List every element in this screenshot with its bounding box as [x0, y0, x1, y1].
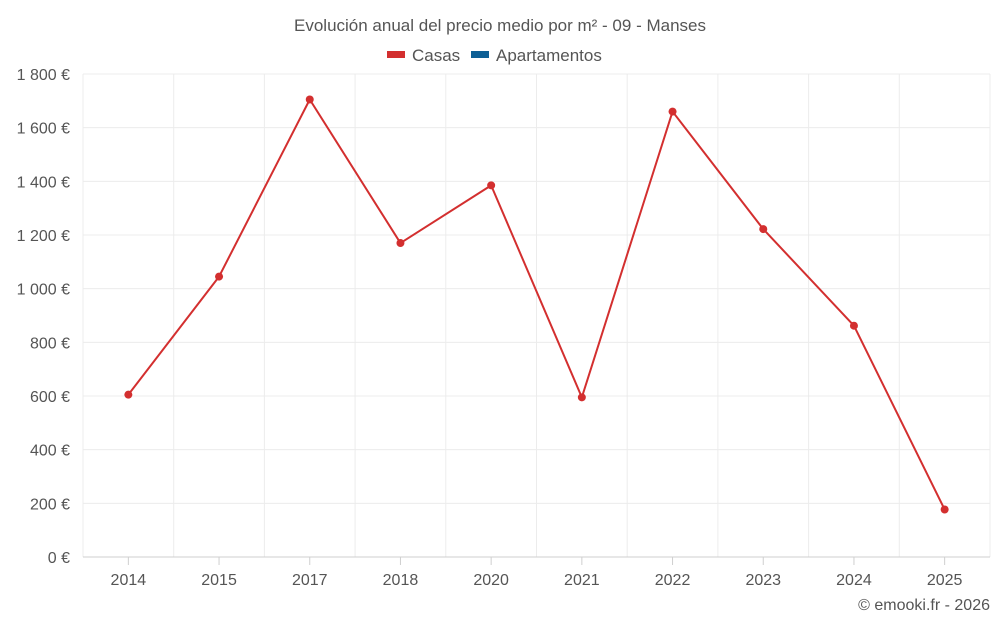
y-tick-label: 200 €: [30, 496, 70, 513]
x-tick-label: 2023: [745, 572, 781, 589]
series-line-casas: [127, 98, 946, 510]
legend-label-apartamentos: Apartamentos: [496, 46, 602, 65]
data-point-casas: [396, 239, 405, 248]
data-point-casas: [668, 107, 677, 116]
legend-label-casas: Casas: [412, 46, 460, 65]
x-tick-label: 2018: [383, 572, 419, 589]
data-point-casas: [940, 505, 949, 514]
data-point-casas: [849, 321, 858, 330]
y-tick-label: 1 200 €: [17, 228, 70, 245]
x-tick-label: 2025: [927, 572, 963, 589]
y-tick-label: 400 €: [30, 443, 70, 460]
data-point-casas: [759, 225, 768, 234]
x-tick-label: 2020: [473, 572, 509, 589]
axes: 0 € 200 € 400 € 600 € 800 € 1 000 € 1 200 € 1 4…: [17, 67, 990, 589]
legend: Casas Apartamentos: [387, 46, 602, 65]
legend-item-apartamentos[interactable]: Apartamentos: [471, 46, 602, 65]
x-tick-label: 2015: [201, 572, 237, 589]
y-tick-label: 1 400 €: [17, 174, 70, 191]
legend-swatch-apartamentos: [471, 51, 489, 58]
y-tick-label: 1 800 €: [17, 67, 70, 84]
series-casas: [124, 95, 949, 514]
y-tick-label: 1 000 €: [17, 282, 70, 299]
y-tick-label: 1 600 €: [17, 121, 70, 138]
x-tick-label: 2022: [655, 572, 691, 589]
x-tick-label: 2024: [836, 572, 872, 589]
x-tick-label: 2017: [292, 572, 328, 589]
y-tick-label: 600 €: [30, 389, 70, 406]
data-point-casas: [215, 272, 224, 281]
x-tick-label: 2014: [111, 572, 147, 589]
chart-title: Evolución anual del precio medio por m² …: [294, 16, 706, 35]
grid-lines: [82, 73, 991, 557]
data-point-casas: [305, 95, 314, 104]
y-tick-label: 800 €: [30, 335, 70, 352]
legend-item-casas[interactable]: Casas: [387, 46, 460, 65]
x-tick-label: 2021: [564, 572, 600, 589]
data-point-casas: [577, 393, 586, 402]
legend-swatch-casas: [387, 51, 405, 58]
y-tick-label: 0 €: [48, 550, 70, 567]
data-point-casas: [124, 390, 133, 399]
credit-text: © emooki.fr - 2026: [858, 597, 990, 614]
data-point-casas: [487, 181, 496, 190]
